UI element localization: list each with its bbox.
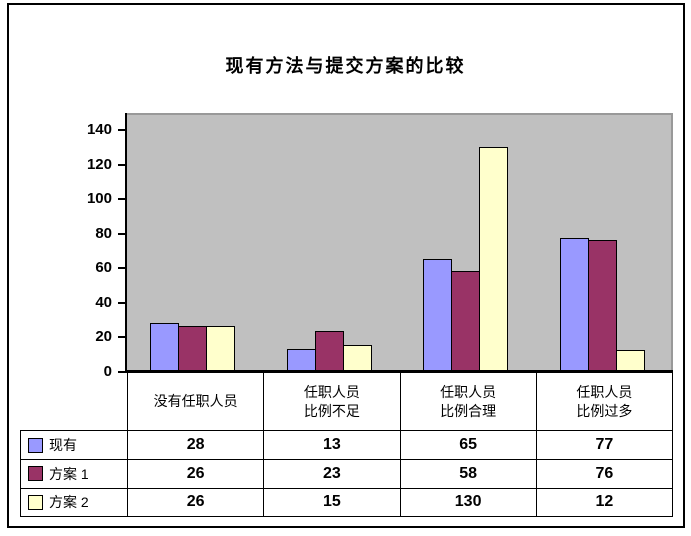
chart-outer-border: [7, 3, 685, 528]
bar-s2-c1: [178, 326, 207, 371]
bar-s1-c4: [560, 238, 589, 371]
y-axis-label: 0: [103, 363, 112, 380]
data-table: 现有 28 13 65 77 方案 1 26 23 58 76 方案 2 26 15 130 12: [20, 430, 673, 517]
table-value-cell: 28: [127, 431, 263, 460]
x-axis-line: [125, 370, 673, 373]
bar-s2-c4: [588, 240, 617, 371]
category-axis: 没有任职人员 任职人员 比例不足 任职人员 比例合理 任职人员 比例过多: [127, 373, 673, 430]
legend-cell: 方案 2: [21, 487, 127, 516]
legend-cell: 现有: [21, 431, 127, 459]
series-name: 现有: [49, 437, 77, 454]
y-axis-tick: [118, 267, 126, 269]
y-axis-tick: [118, 129, 126, 131]
category-label: 任职人员 比例不足: [263, 373, 399, 430]
bar-s3-c2: [343, 345, 372, 371]
bar-s1-c3: [423, 259, 452, 371]
y-axis-label: 20: [95, 328, 112, 345]
chart-title: 现有方法与提交方案的比较: [225, 56, 466, 76]
table-value-cell: 77: [535, 431, 672, 460]
table-value-cell: 76: [535, 459, 672, 488]
table-value-cell: 15: [263, 487, 400, 516]
series-color-swatch-icon: [28, 494, 43, 510]
bar-s1-c1: [150, 323, 179, 371]
bar-s3-c3: [479, 147, 508, 371]
bar-s2-c2: [315, 331, 344, 371]
table-value-cell: 65: [399, 431, 536, 460]
legend-cell: 方案 1: [21, 459, 127, 487]
series-name: 方案 2: [49, 494, 89, 511]
table-value-cell: 26: [127, 459, 264, 488]
bar-s3-c4: [616, 350, 645, 371]
category-label: 任职人员 比例合理: [399, 373, 536, 430]
y-axis-tick: [118, 198, 126, 200]
series-name: 方案 1: [49, 465, 89, 482]
table-value-cell: 130: [399, 487, 536, 516]
table-value-cell: 58: [399, 459, 536, 488]
table-value-cell: 23: [263, 459, 400, 488]
y-axis-line: [125, 113, 127, 372]
y-axis-label: 80: [95, 225, 112, 242]
y-axis-tick: [118, 164, 126, 166]
table-value-cell: 13: [263, 431, 399, 460]
bar-s3-c1: [206, 326, 235, 371]
y-axis-tick: [118, 302, 126, 304]
category-label: 任职人员 比例过多: [535, 373, 672, 430]
table-value-cell: 12: [535, 487, 672, 516]
y-axis-label: 60: [95, 259, 112, 276]
y-axis-label: 120: [86, 156, 112, 173]
series-color-swatch-icon: [28, 466, 43, 482]
category-label: 没有任职人员: [127, 373, 263, 430]
bar-s1-c2: [287, 349, 316, 371]
y-axis-label: 100: [86, 190, 112, 207]
table-value-cell: 26: [127, 487, 264, 516]
y-axis-tick: [118, 371, 126, 373]
y-axis-label: 140: [86, 121, 112, 138]
series-color-swatch-icon: [28, 437, 43, 453]
y-axis-tick: [118, 233, 126, 235]
y-axis-label: 40: [95, 294, 112, 311]
bar-s2-c3: [451, 271, 480, 371]
y-axis-tick: [118, 336, 126, 338]
